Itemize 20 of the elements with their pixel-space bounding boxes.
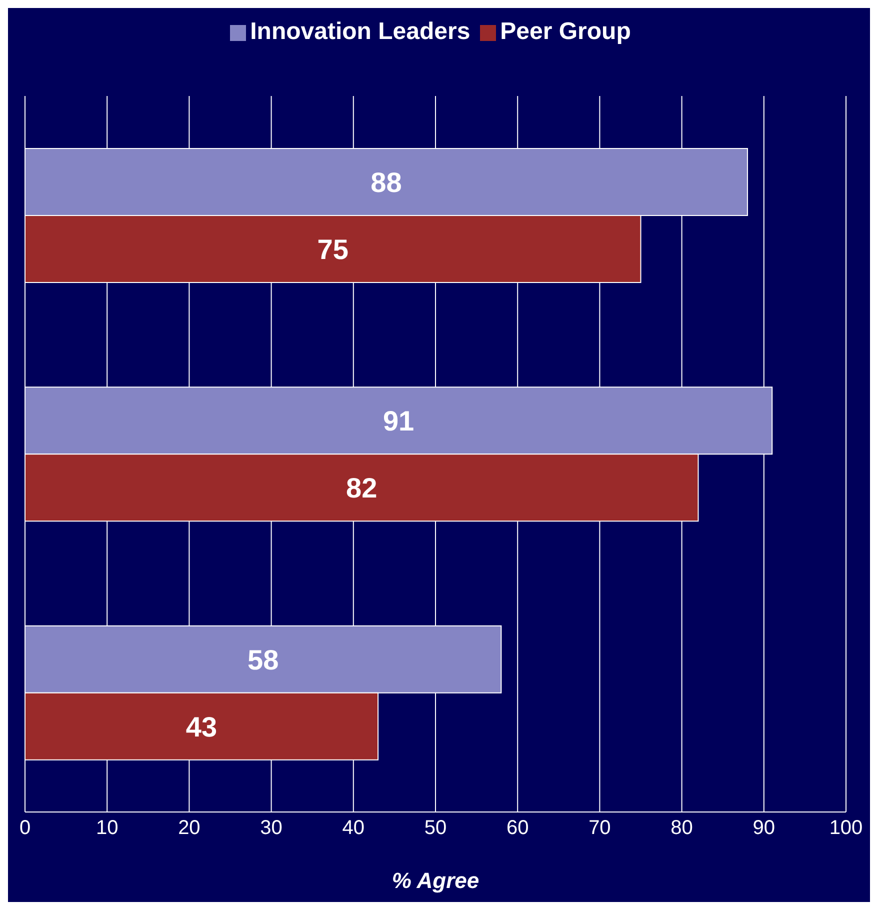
x-tick-label: 30 [260,817,282,840]
x-tick-label: 40 [342,817,365,840]
x-tick-label: 50 [424,817,447,840]
x-tick-label: 90 [752,817,776,840]
x-tick-label: 0 [19,817,31,840]
data-label: 58 [248,644,279,676]
legend-label: Innovation Leaders [250,18,470,45]
data-label: 75 [317,234,348,265]
data-label: 43 [186,711,218,742]
x-axis-title: % Agree [392,868,480,893]
x-tick-label: 60 [506,817,529,840]
x-tick-label: 70 [588,817,611,840]
data-label: 82 [346,472,378,504]
x-tick-label: 100 [829,817,863,840]
legend-label: Peer Group [500,18,631,45]
x-tick-label: 20 [178,817,200,840]
x-tick-label: 10 [96,817,118,840]
data-label: 91 [382,406,414,437]
x-tick-label: 80 [670,817,693,840]
data-label: 88 [370,166,402,198]
